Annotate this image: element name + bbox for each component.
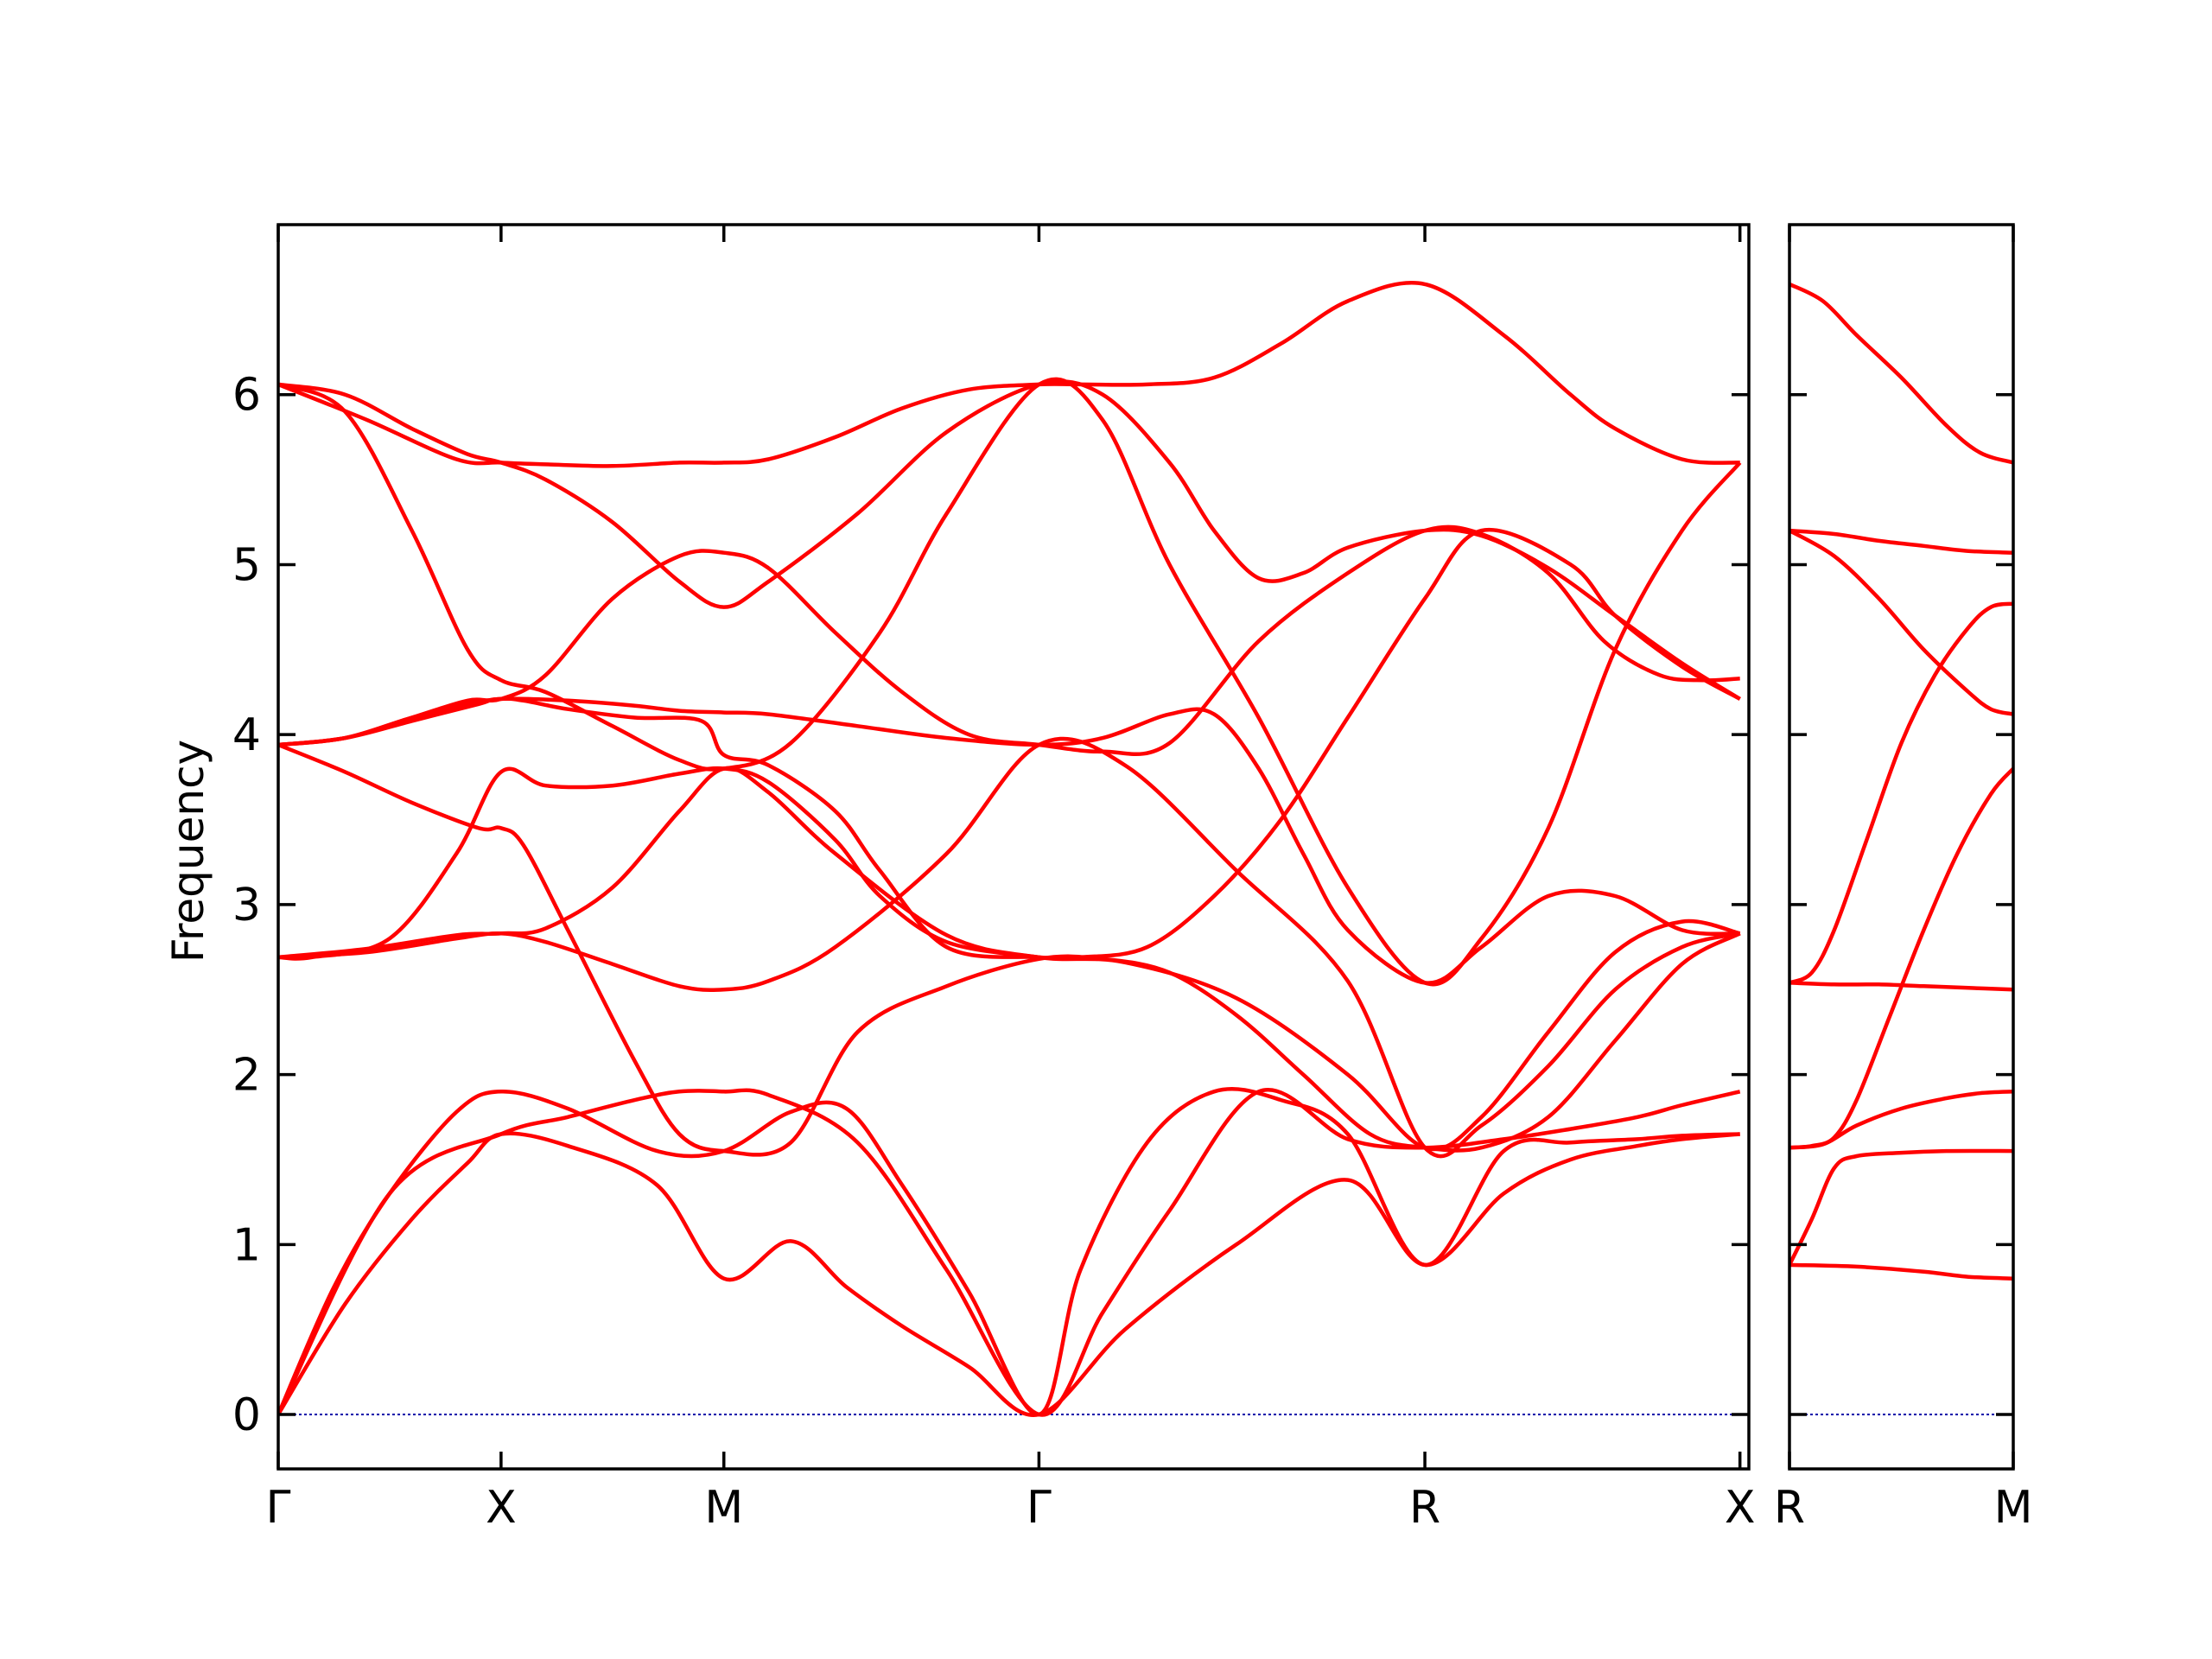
main-plot-frame bbox=[276, 223, 1751, 1471]
main-band-7 bbox=[278, 742, 1741, 1157]
x-tick-label-Γ: Γ bbox=[1027, 1482, 1052, 1534]
main-band-1 bbox=[278, 1131, 1740, 1417]
x-tick-label-X: X bbox=[486, 1482, 517, 1534]
main-panel: 0 1 2 3 4 5 6 Γ X M Γ R X bbox=[232, 223, 1756, 1534]
side-band-6 bbox=[1789, 601, 2013, 985]
y-tick-label: 4 bbox=[232, 709, 261, 761]
y-axis-label: Frequency bbox=[163, 740, 213, 963]
y-tick-label: 0 bbox=[232, 1389, 261, 1441]
y-tick-label: 3 bbox=[232, 880, 261, 931]
y-tick-label: 6 bbox=[232, 370, 261, 422]
y-tick-label: 1 bbox=[232, 1219, 261, 1271]
x-tick-label-M: M bbox=[1994, 1482, 2033, 1534]
side-band-5 bbox=[1789, 766, 2013, 1150]
side-band-9 bbox=[1789, 282, 2013, 465]
x-tick-label-R: R bbox=[1774, 1482, 1805, 1534]
side-band-7 bbox=[1789, 529, 2013, 716]
main-band-11 bbox=[278, 379, 1741, 701]
main-band-12 bbox=[278, 377, 1742, 987]
main-band-13 bbox=[278, 524, 1740, 757]
x-tick-label-Γ: Γ bbox=[266, 1482, 291, 1534]
main-band-10 bbox=[278, 281, 1740, 468]
x-tick-label-M: M bbox=[704, 1482, 743, 1534]
x-tick-label-R: R bbox=[1409, 1482, 1440, 1534]
main-band-9 bbox=[278, 696, 1740, 985]
side-band-1 bbox=[1789, 1262, 2013, 1281]
side-plot-frame bbox=[1788, 223, 2015, 1471]
x-tick-label-X: X bbox=[1725, 1482, 1756, 1534]
side-band-8 bbox=[1789, 528, 2013, 555]
main-band-6 bbox=[278, 766, 1039, 961]
main-band-3 bbox=[278, 1088, 1741, 1417]
main-band-4 bbox=[278, 736, 1741, 1159]
side-band-3 bbox=[1789, 1090, 2013, 1150]
y-tick-label: 5 bbox=[232, 539, 261, 591]
y-tick-label: 2 bbox=[232, 1050, 261, 1102]
side-band-2 bbox=[1789, 1148, 2013, 1266]
